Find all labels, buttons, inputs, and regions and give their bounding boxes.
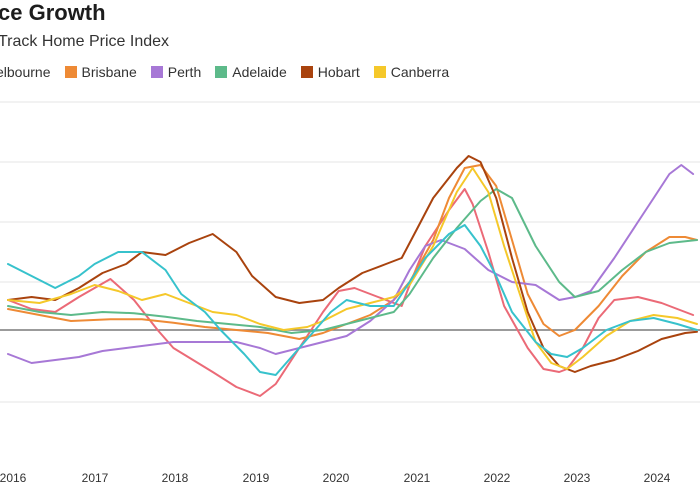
legend-label: Canberra [390, 64, 450, 80]
x-tick-label: 2016 [0, 471, 27, 485]
series-line-brisbane [7, 164, 698, 340]
legend-label: Brisbane [81, 64, 137, 80]
x-tick-label: 2020 [323, 471, 350, 485]
series-line-hobart [7, 155, 698, 373]
chart-subtitle: Track Home Price Index [0, 33, 170, 50]
legend-item: elbourne [0, 64, 51, 80]
legend-item: Adelaide [215, 64, 287, 80]
legend-label: elbourne [0, 64, 51, 80]
legend-swatch [215, 66, 228, 78]
legend-swatch [64, 66, 77, 78]
x-axis-ticks: 2016 2017 2018 2019 2020 2021 2022 2023 2024 [0, 471, 671, 485]
legend-item: Canberra [373, 64, 450, 80]
series-line-adelaide [7, 188, 698, 334]
x-tick-label: 2021 [404, 471, 431, 485]
legend-item: Hobart [300, 64, 360, 80]
x-tick-label: 2023 [564, 471, 591, 485]
legend-label: Perth [167, 64, 202, 80]
x-tick-label: 2024 [644, 471, 671, 485]
legend-swatch [373, 66, 386, 78]
x-tick-label: 2017 [82, 471, 109, 485]
x-tick-label: 2019 [243, 471, 270, 485]
x-tick-label: 2018 [162, 471, 189, 485]
gridlines [0, 101, 700, 403]
series-lines [7, 155, 698, 397]
legend-label: Hobart [317, 64, 360, 80]
legend-swatch [300, 66, 313, 78]
legend-item: Perth [150, 64, 202, 80]
legend-swatch [150, 66, 163, 78]
series-line-perth [7, 164, 695, 364]
chart-legend: elbourne Brisbane Perth Adelaide Hobart Canbe… [0, 64, 463, 80]
legend-item: Brisbane [64, 64, 137, 80]
x-tick-label: 2022 [484, 471, 511, 485]
legend-label: Adelaide [232, 64, 287, 80]
series-line-unlabeled [7, 224, 698, 376]
series-line-canberra [7, 167, 698, 370]
chart-title: ce Growth [0, 0, 106, 25]
